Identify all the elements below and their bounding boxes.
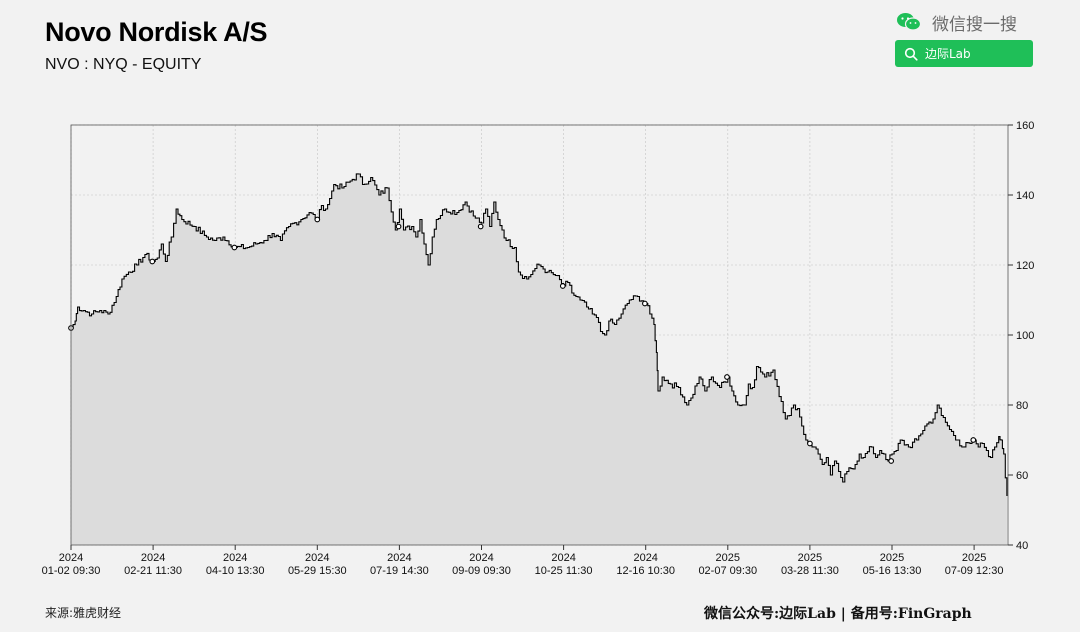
price-marker bbox=[970, 437, 977, 443]
x-tick-year: 2024 bbox=[633, 552, 657, 564]
x-tick-year: 2025 bbox=[798, 552, 822, 564]
search-icon bbox=[904, 47, 918, 61]
price-marker bbox=[395, 223, 402, 230]
y-tick-label: 100 bbox=[1016, 330, 1034, 342]
x-tick-label: 12-16 10:30 bbox=[616, 565, 675, 577]
x-tick-year: 2024 bbox=[551, 552, 575, 564]
x-tick-label: 01-02 09:30 bbox=[42, 565, 101, 577]
page-title: Novo Nordisk A/S bbox=[45, 17, 268, 47]
search-box-text: 边际Lab bbox=[925, 47, 971, 61]
price-marker bbox=[724, 374, 730, 380]
wechat-search-box[interactable]: 边际Lab bbox=[895, 40, 1033, 67]
x-tick-label: 03-28 11:30 bbox=[781, 565, 839, 577]
x-tick-year: 2024 bbox=[223, 552, 247, 564]
ticker-subtitle: NVO : NYQ - EQUITY bbox=[45, 56, 202, 73]
data-source: 来源:雅虎财经 bbox=[45, 606, 122, 620]
x-tick-year: 2024 bbox=[387, 552, 411, 564]
wechat-icon bbox=[897, 13, 922, 31]
y-tick-label: 80 bbox=[1016, 400, 1028, 412]
price-marker bbox=[149, 258, 156, 265]
x-tick-year: 2025 bbox=[962, 552, 986, 564]
y-tick-label: 40 bbox=[1016, 540, 1028, 552]
y-axis: 40 60 80 100 120 140 160 bbox=[1008, 120, 1034, 552]
price-marker bbox=[807, 440, 813, 447]
price-marker bbox=[559, 283, 566, 289]
x-tick-year: 2024 bbox=[305, 552, 329, 564]
price-marker bbox=[477, 223, 484, 230]
x-tick-label: 04-10 13:30 bbox=[206, 565, 265, 577]
price-markers bbox=[68, 216, 977, 464]
x-tick-label: 05-16 13:30 bbox=[863, 565, 922, 577]
x-tick-year: 2025 bbox=[880, 552, 904, 564]
x-tick-label: 07-19 14:30 bbox=[370, 565, 429, 577]
x-tick-label: 05-29 15:30 bbox=[288, 565, 347, 577]
footer-credit: 微信公众号:边际Lab | 备用号:FinGraph bbox=[704, 606, 972, 622]
x-tick-year: 2024 bbox=[59, 552, 83, 564]
price-marker bbox=[888, 458, 895, 464]
price-marker bbox=[314, 216, 321, 223]
wechat-search-label: 微信搜一搜 bbox=[932, 14, 1017, 35]
x-tick-year: 2024 bbox=[141, 552, 165, 564]
x-tick-year: 2024 bbox=[469, 552, 493, 564]
x-tick-label: 09-09 09:30 bbox=[452, 565, 511, 577]
price-area-fill bbox=[71, 173, 1007, 545]
price-line bbox=[71, 173, 1008, 496]
y-tick-label: 160 bbox=[1016, 120, 1034, 132]
y-tick-label: 60 bbox=[1016, 470, 1028, 482]
x-tick-label: 10-25 11:30 bbox=[535, 565, 593, 577]
x-tick-label: 02-07 09:30 bbox=[698, 565, 757, 577]
y-tick-label: 140 bbox=[1016, 190, 1034, 202]
x-tick-year: 2025 bbox=[716, 552, 740, 564]
x-tick-label: 07-09 12:30 bbox=[945, 565, 1004, 577]
x-tick-label: 02-21 11:30 bbox=[124, 565, 182, 577]
y-tick-label: 120 bbox=[1016, 260, 1034, 272]
price-marker bbox=[231, 244, 238, 251]
price-marker bbox=[642, 300, 648, 307]
wechat-search-banner[interactable]: 微信搜一搜 bbox=[896, 10, 1036, 35]
